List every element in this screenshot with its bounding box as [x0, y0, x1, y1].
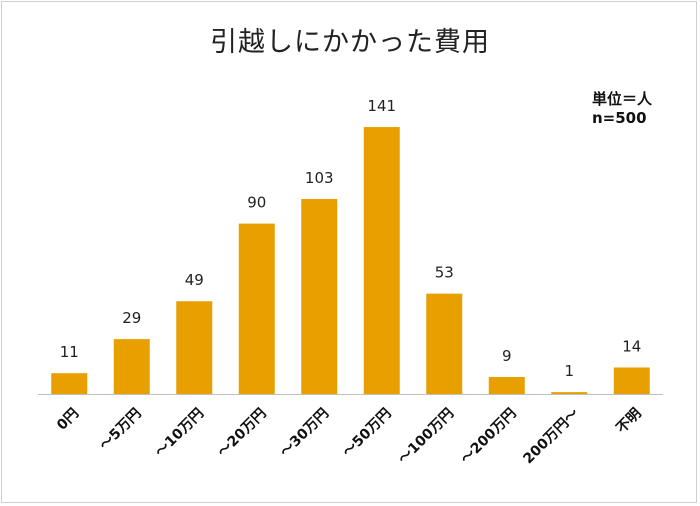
category-label-5: ～50万円	[340, 406, 395, 461]
category-label-1: ～5万円	[97, 406, 145, 454]
sample-size-label: n=500	[591, 109, 647, 127]
chart-title: 引越しにかかった費用	[210, 27, 490, 58]
chart-note: 単位＝人 n=500	[592, 90, 652, 128]
bar-7	[488, 376, 525, 394]
bar-6	[426, 293, 463, 394]
data-label-3: 90	[247, 194, 266, 212]
data-label-2: 49	[185, 271, 204, 289]
data-label-0: 11	[60, 343, 79, 361]
bar-8	[551, 392, 588, 394]
bar-9	[613, 367, 650, 394]
category-label-2: ～10万円	[152, 406, 207, 461]
bar-5	[363, 127, 400, 394]
data-label-5: 141	[367, 97, 396, 115]
category-label-7: ～200万円	[458, 406, 520, 468]
data-label-7: 9	[502, 347, 512, 365]
category-label-0: 0円	[54, 406, 82, 434]
bar-2	[176, 301, 213, 394]
bar-1	[113, 339, 150, 394]
bar-4	[301, 198, 338, 394]
data-label-9: 14	[622, 337, 641, 355]
unit-label: 単位＝人	[591, 90, 652, 108]
category-label-8: 200万円～	[520, 406, 582, 468]
data-label-6: 53	[435, 264, 454, 282]
category-label-3: ～20万円	[215, 406, 270, 461]
data-label-1: 29	[122, 309, 141, 327]
category-label-6: ～100万円	[395, 406, 457, 468]
category-label-9: 不明	[613, 406, 644, 437]
data-label-4: 103	[305, 169, 334, 187]
data-label-8: 1	[564, 362, 574, 380]
bar-3	[238, 223, 275, 394]
bar-0	[51, 373, 88, 394]
category-label-4: ～30万円	[277, 406, 332, 461]
